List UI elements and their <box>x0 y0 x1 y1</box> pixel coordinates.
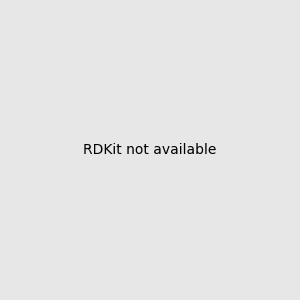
Text: RDKit not available: RDKit not available <box>83 143 217 157</box>
